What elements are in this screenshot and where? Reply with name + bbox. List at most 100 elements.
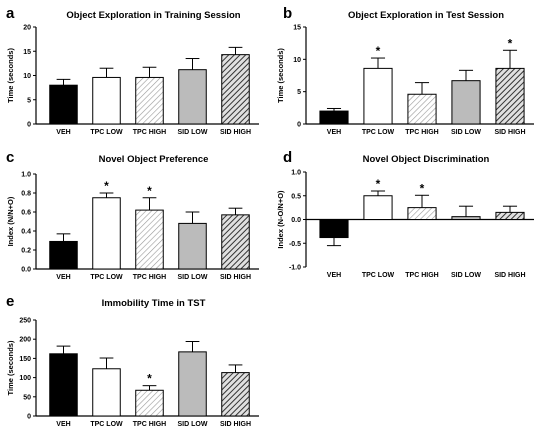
bar-tpc-low	[363, 67, 393, 125]
category-label: SID HIGH	[220, 274, 251, 281]
bar-tpc-high	[135, 389, 164, 417]
panel-title: Novel Object Preference	[99, 154, 209, 165]
significance-star: *	[420, 181, 425, 195]
y-tick-label: 0.6	[21, 210, 31, 217]
y-tick-label: 0	[27, 122, 31, 129]
panel-d: d Novel Object Discrimination Index (N-O/N…	[276, 149, 534, 279]
category-label: SID LOW	[178, 274, 208, 281]
category-label: TPC LOW	[362, 129, 395, 136]
category-label: TPC LOW	[90, 421, 123, 428]
y-tick-label: 0.5	[291, 193, 301, 200]
panel-title: Object Exploration in Test Session	[348, 10, 504, 21]
category-label: VEH	[327, 129, 341, 136]
y-tick-label: 15	[293, 25, 301, 32]
y-axis-title: Time (seconds)	[6, 340, 15, 395]
category-label: TPC HIGH	[133, 421, 166, 428]
y-tick-label: 200	[19, 337, 31, 344]
bar-sid-high	[221, 54, 250, 125]
category-label: TPC HIGH	[133, 129, 166, 136]
y-tick-label: 1.0	[291, 170, 301, 177]
y-tick-label: 150	[19, 356, 31, 363]
y-tick-label: 20	[23, 25, 31, 32]
y-tick-label: -0.5	[289, 241, 301, 248]
bar-tpc-low	[92, 76, 121, 125]
category-label: VEH	[56, 421, 70, 428]
bar-tpc-low	[92, 197, 121, 270]
significance-star: *	[147, 372, 152, 386]
bar-sid-high	[221, 372, 250, 417]
y-axis-title: Time (seconds)	[276, 48, 285, 103]
category-label: SID LOW	[178, 129, 208, 136]
bar-tpc-low	[92, 368, 121, 417]
y-tick-label: 5	[27, 97, 31, 104]
panel-b: b Object Exploration in Test Session Time …	[276, 5, 534, 136]
category-label: TPC HIGH	[405, 129, 438, 136]
category-label: SID HIGH	[494, 272, 525, 279]
panel-title: Novel Object Discrimination	[363, 154, 490, 165]
significance-star: *	[376, 44, 381, 58]
category-label: SID HIGH	[220, 129, 251, 136]
category-label: TPC LOW	[90, 274, 123, 281]
panel-a: a Object Exploration in Training Session T…	[6, 5, 259, 136]
y-tick-label: 1.0	[21, 172, 31, 179]
category-label: VEH	[327, 272, 341, 279]
panel-title: Object Exploration in Training Session	[66, 10, 240, 21]
category-label: SID LOW	[178, 421, 208, 428]
panel-e: e Immobility Time in TST Time (seconds) 0 50…	[6, 293, 259, 428]
y-tick-label: 0	[297, 122, 301, 129]
category-label: SID HIGH	[220, 421, 251, 428]
bar-tpc-low	[363, 195, 393, 220]
significance-star: *	[508, 36, 513, 50]
bar-sid-low	[178, 222, 207, 270]
y-tick-label: -1.0	[289, 265, 301, 272]
panel-letter: d	[283, 149, 292, 166]
y-tick-label: 0.2	[21, 248, 31, 255]
bar-tpc-high	[407, 207, 437, 220]
y-tick-label: 50	[23, 394, 31, 401]
bar-tpc-high	[135, 76, 164, 125]
bar-veh	[49, 84, 78, 125]
y-tick-label: 0.4	[21, 229, 31, 236]
category-label: TPC HIGH	[405, 272, 438, 279]
bar-sid-high	[495, 211, 525, 220]
bar-sid-high	[495, 67, 525, 125]
category-label: VEH	[56, 129, 70, 136]
significance-star: *	[104, 179, 109, 193]
y-tick-label: 15	[23, 49, 31, 56]
y-tick-label: 0.0	[21, 267, 31, 274]
bar-veh	[319, 110, 349, 125]
category-label: TPC LOW	[90, 129, 123, 136]
bar-sid-low	[178, 351, 207, 417]
y-tick-label: 0	[27, 414, 31, 421]
y-tick-label: 10	[23, 73, 31, 80]
y-tick-label: 0.8	[21, 191, 31, 198]
panel-letter: e	[6, 293, 14, 310]
bar-veh	[49, 353, 78, 417]
bar-tpc-high	[135, 209, 164, 270]
bar-sid-low	[178, 69, 207, 125]
bar-sid-high	[221, 214, 250, 270]
significance-star: *	[147, 184, 152, 198]
y-tick-label: 10	[293, 57, 301, 64]
panel-letter: c	[6, 149, 14, 166]
panel-letter: b	[283, 5, 292, 22]
y-tick-label: 5	[297, 89, 301, 96]
category-label: SID LOW	[451, 129, 481, 136]
category-label: SID LOW	[451, 272, 481, 279]
panel-letter: a	[6, 5, 15, 22]
bar-veh	[49, 240, 78, 270]
bar-sid-low	[451, 216, 481, 220]
category-label: SID HIGH	[494, 129, 525, 136]
bar-sid-low	[451, 80, 481, 125]
y-tick-label: 0.0	[291, 217, 301, 224]
y-tick-label: 250	[19, 318, 31, 325]
y-tick-label: 100	[19, 375, 31, 382]
significance-star: *	[376, 177, 381, 191]
y-axis-title: Index (N-O/N+O)	[276, 190, 285, 249]
y-axis-title: Index (N/N+O)	[6, 196, 15, 246]
panels: a Object Exploration in Training Session T…	[6, 5, 534, 428]
category-label: VEH	[56, 274, 70, 281]
category-label: TPC HIGH	[133, 274, 166, 281]
y-axis-title: Time (seconds)	[6, 48, 15, 103]
